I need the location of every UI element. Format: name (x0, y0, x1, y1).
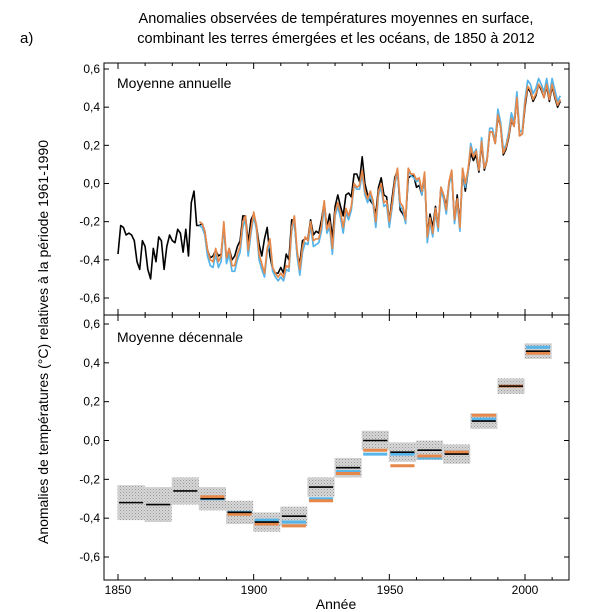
x-tick-label: 2000 (512, 583, 539, 597)
y-tick-label: -0,2 (79, 215, 100, 229)
annual-panel-frame (103, 62, 570, 316)
x-tick-label: 1950 (377, 583, 404, 597)
y-tick-label: 0,4 (83, 356, 100, 370)
annual-series-black (117, 83, 562, 280)
decadal-panel-frame (103, 314, 570, 581)
decadal-panel-title: Moyenne décennale (117, 329, 243, 345)
y-axis-label: Anomalies de températures (°C) relatives… (35, 140, 51, 544)
y-tick-label: 0,2 (83, 138, 100, 152)
annual-series-blue (198, 77, 562, 282)
y-tick-label: -0,4 (79, 511, 100, 525)
annual-panel-title: Moyenne annuelle (117, 75, 232, 91)
x-axis-label: Année (316, 596, 357, 612)
y-tick-label: 0,0 (83, 434, 100, 448)
chart-title-line2: combinant les terres émergées et les océ… (137, 31, 534, 47)
panel-letter: a) (20, 30, 33, 47)
y-tick-label: 0,6 (83, 317, 100, 331)
y-tick-label: 0,2 (83, 395, 100, 409)
y-tick-label: -0,6 (79, 550, 100, 564)
y-tick-label: -0,4 (79, 253, 100, 267)
axis-ticks: -0,6 -0,4 -0,2 0,0 0,2 0,4 0,6 -0,6 -0,4 -0,2 0,0 0… (79, 62, 569, 580)
annual-series-orange (198, 83, 562, 278)
y-tick-label: 0,4 (83, 100, 100, 114)
y-tick-label: -0,2 (79, 472, 100, 486)
y-tick-label: 0,0 (83, 177, 100, 191)
annual-plot-area (117, 77, 562, 282)
y-tick-label: -0,6 (79, 291, 100, 305)
x-tick-label: 1850 (105, 583, 132, 597)
chart-title-line1: Anomalies observées de températures moye… (139, 11, 534, 27)
decadal-plot-area (117, 343, 552, 532)
x-tick-label: 1900 (241, 583, 268, 597)
y-tick-label: 0,6 (83, 62, 100, 76)
